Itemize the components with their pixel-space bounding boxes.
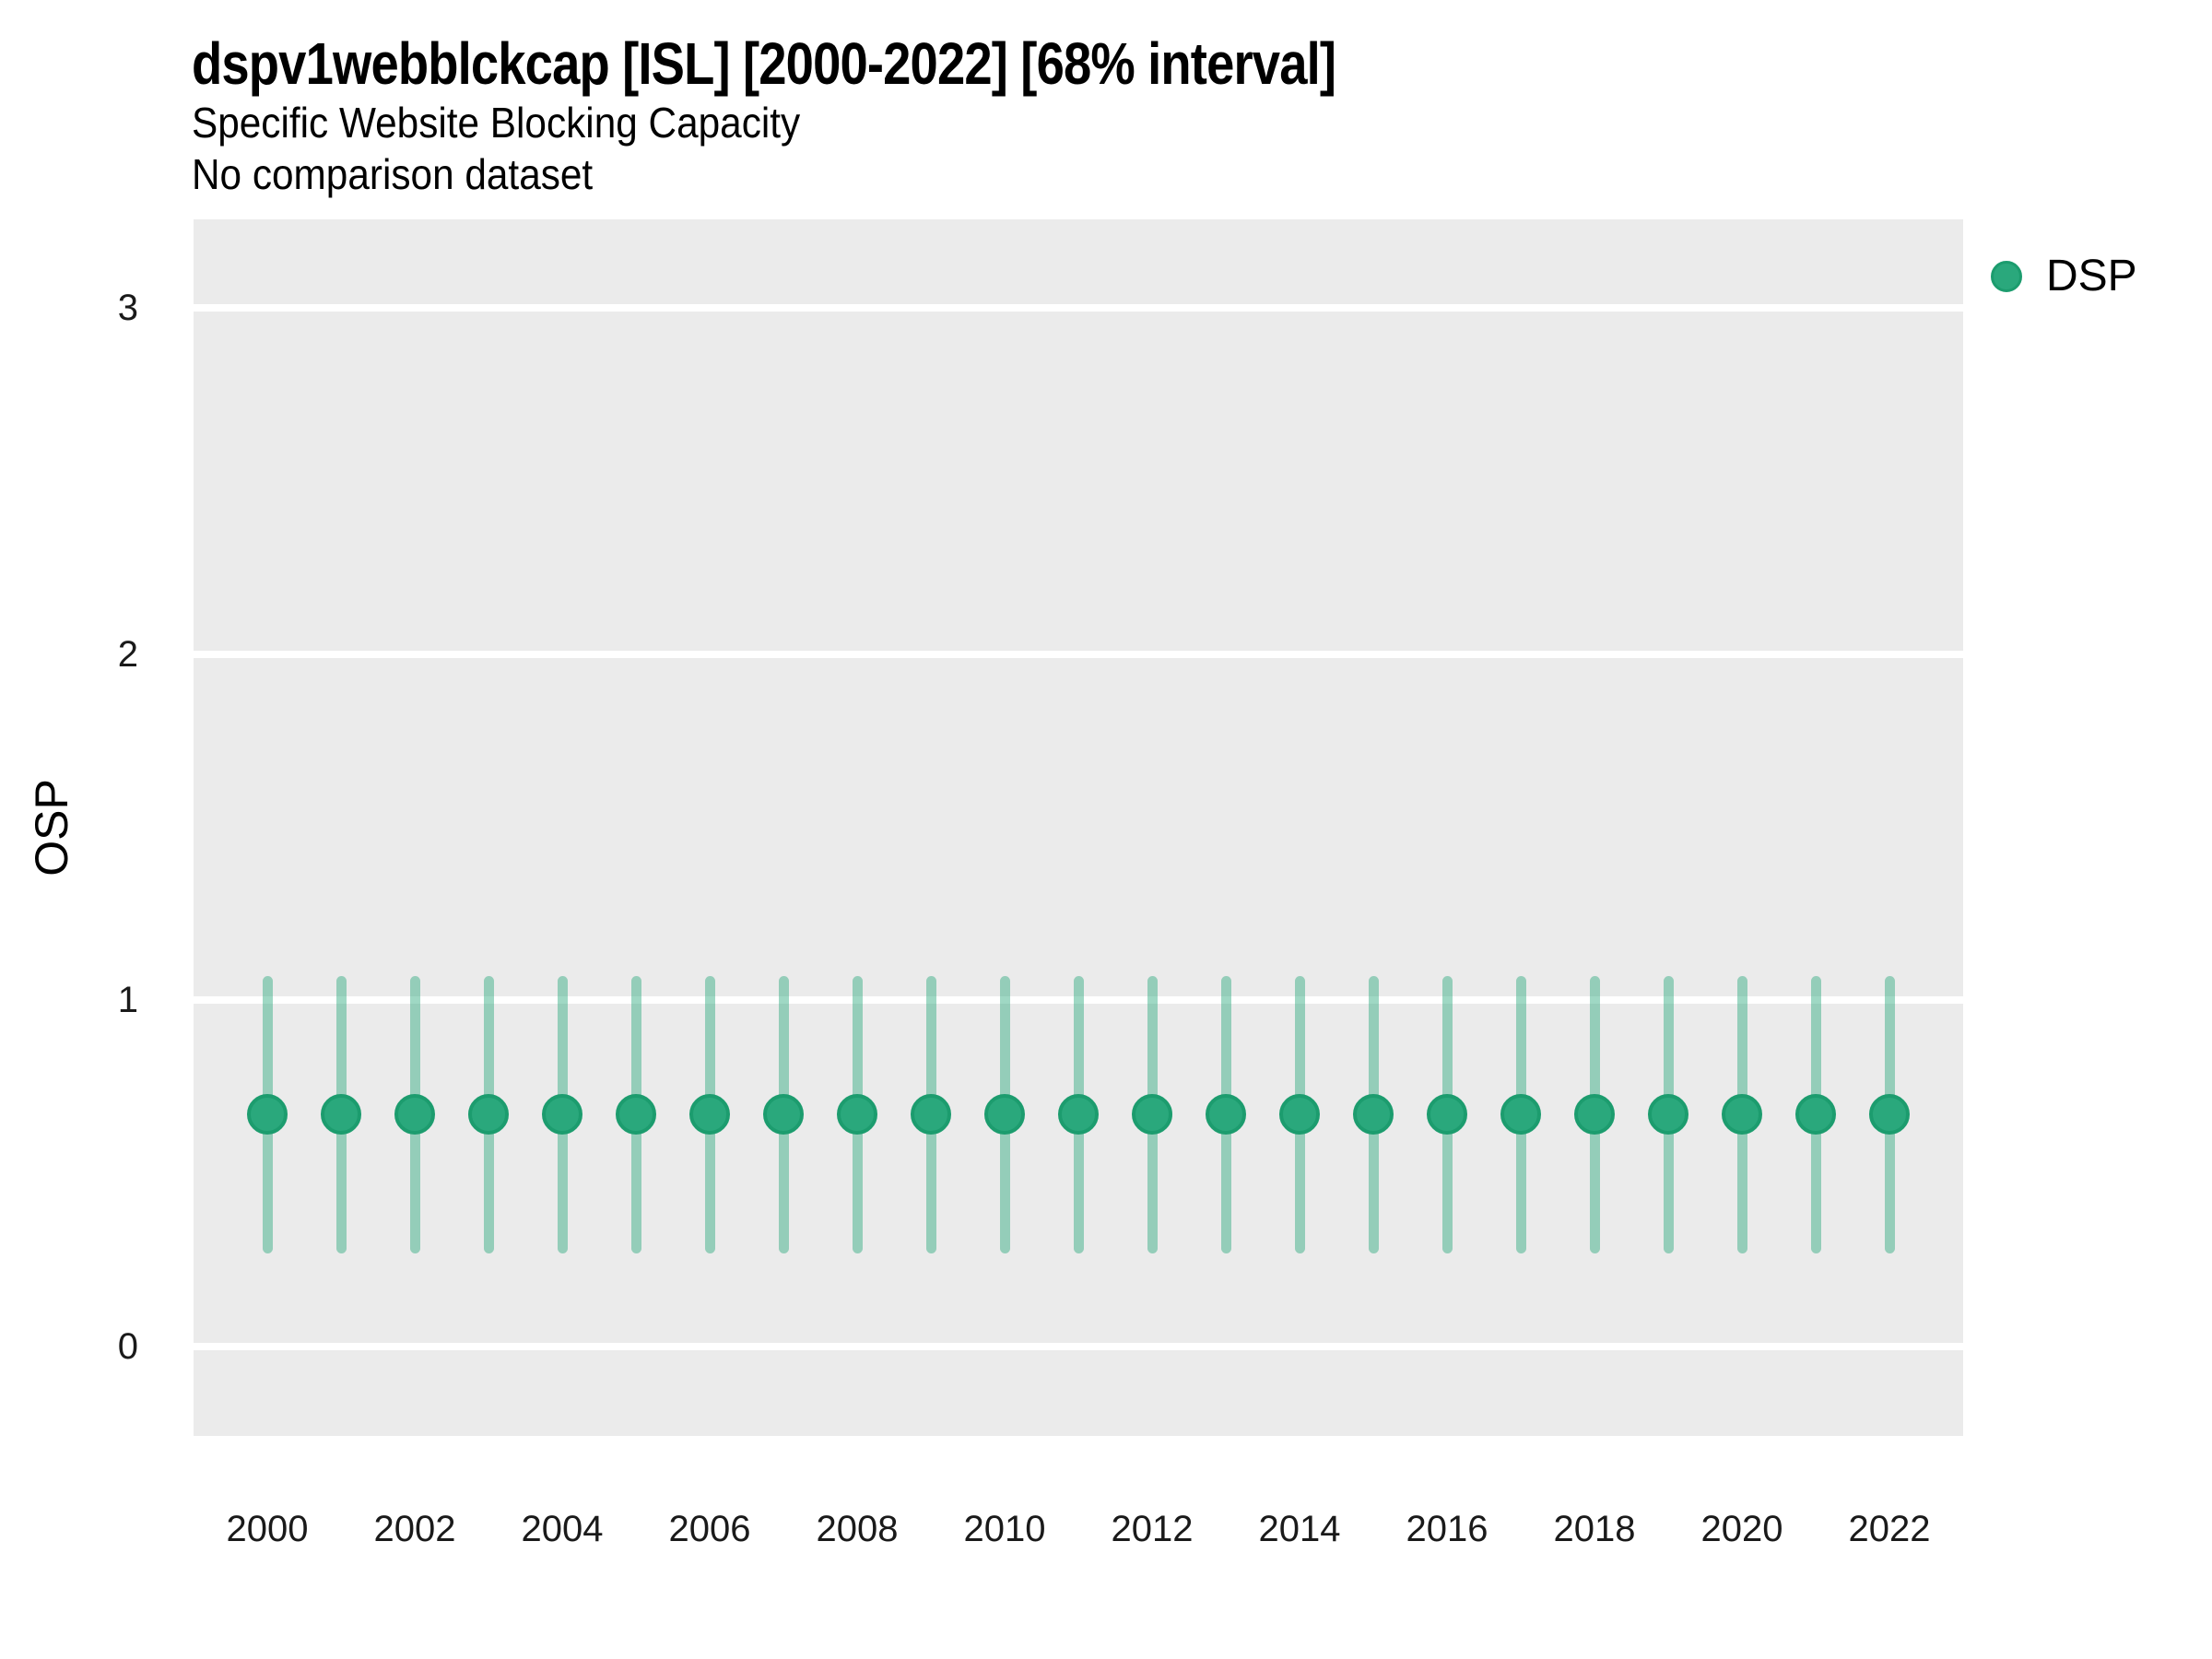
- gridline-y-0: [194, 1343, 1963, 1350]
- y-tick-label-0: 0: [117, 1326, 138, 1367]
- legend-circle-icon: [1991, 261, 2022, 292]
- data-point-2002: [394, 1094, 435, 1135]
- plot-panel: [194, 219, 1963, 1436]
- data-point-2020: [1722, 1094, 1762, 1135]
- x-tick-label-2020: 2020: [1700, 1509, 1783, 1549]
- gridline-y-1: [194, 996, 1963, 1005]
- x-tick-label-2002: 2002: [373, 1509, 456, 1549]
- data-point-2016: [1427, 1094, 1467, 1135]
- data-point-2012: [1132, 1094, 1172, 1135]
- data-point-2014: [1279, 1094, 1320, 1135]
- data-point-2022: [1869, 1094, 1910, 1135]
- data-point-2019: [1648, 1094, 1688, 1135]
- data-point-2010: [984, 1094, 1025, 1135]
- chart-title: dspv1webblckcap [ISL] [2000-2022] [68% i…: [192, 30, 1336, 97]
- data-point-2005: [616, 1094, 656, 1135]
- x-tick-label-2006: 2006: [668, 1509, 751, 1549]
- data-point-2003: [468, 1094, 509, 1135]
- data-point-2004: [542, 1094, 582, 1135]
- x-tick-label-2010: 2010: [963, 1509, 1046, 1549]
- data-point-2021: [1795, 1094, 1836, 1135]
- chart-subtitle: Specific Website Blocking Capacity: [192, 99, 801, 147]
- x-tick-label-2022: 2022: [1848, 1509, 1931, 1549]
- data-point-2017: [1500, 1094, 1541, 1135]
- data-point-2009: [911, 1094, 951, 1135]
- chart-note: No comparison dataset: [192, 150, 594, 198]
- y-tick-label-3: 3: [117, 287, 138, 328]
- data-point-2007: [763, 1094, 804, 1135]
- data-point-2001: [321, 1094, 361, 1135]
- data-point-2011: [1058, 1094, 1099, 1135]
- data-point-2013: [1206, 1094, 1246, 1135]
- y-tick-label-2: 2: [117, 633, 138, 675]
- x-tick-label-2014: 2014: [1258, 1509, 1341, 1549]
- data-point-2008: [837, 1094, 877, 1135]
- x-tick-label-2016: 2016: [1406, 1509, 1488, 1549]
- y-axis-title: OSP: [26, 779, 77, 877]
- x-tick-label-2000: 2000: [226, 1509, 309, 1549]
- data-point-2015: [1353, 1094, 1394, 1135]
- gridline-y-3: [194, 303, 1963, 312]
- data-point-2018: [1574, 1094, 1615, 1135]
- legend: DSP: [1991, 251, 2137, 302]
- data-point-2006: [689, 1094, 730, 1135]
- x-tick-label-2008: 2008: [816, 1509, 899, 1549]
- gridline-y-2: [194, 650, 1963, 658]
- x-tick-label-2012: 2012: [1111, 1509, 1194, 1549]
- legend-label-dsp: DSP: [2046, 252, 2137, 300]
- x-tick-label-2018: 2018: [1553, 1509, 1636, 1549]
- y-tick-label-1: 1: [117, 980, 138, 1021]
- data-point-2000: [247, 1094, 288, 1135]
- x-tick-label-2004: 2004: [521, 1509, 604, 1549]
